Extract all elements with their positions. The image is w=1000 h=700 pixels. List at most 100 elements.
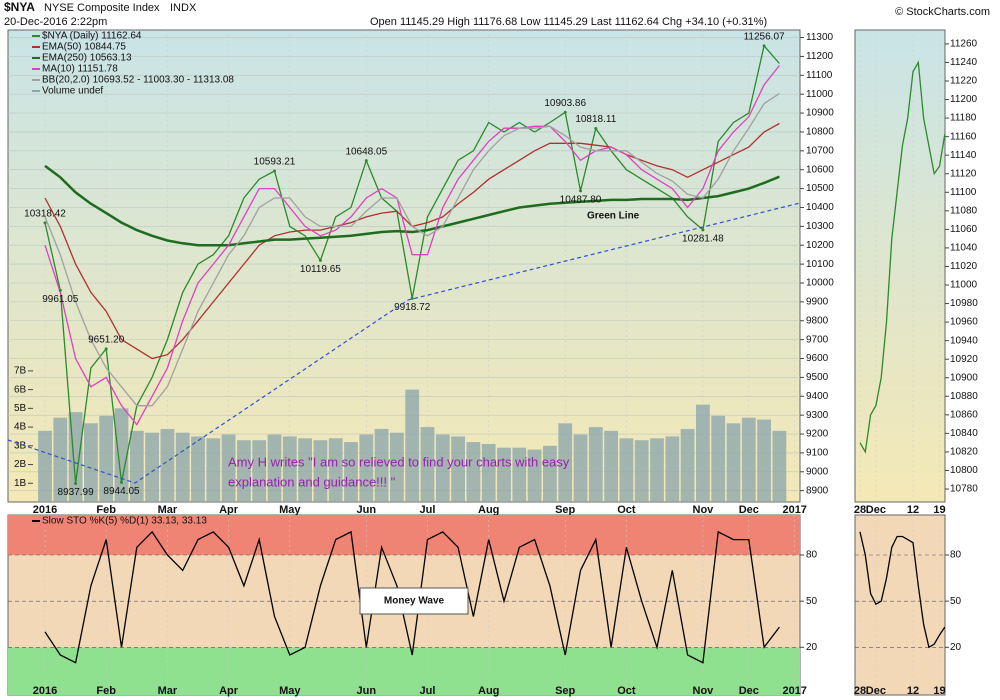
- x-tick-label: Feb: [96, 504, 116, 516]
- volume-bar: [726, 423, 741, 502]
- legend-entry: MA(10) 11151.78: [42, 64, 118, 75]
- volume-bar: [38, 430, 52, 502]
- extreme-point: [120, 480, 123, 484]
- volume-bar: [741, 417, 756, 502]
- y-tick-label: 20: [950, 642, 962, 653]
- date: 20-Dec-2016 2:22pm: [4, 16, 107, 28]
- y-tick-label: 9300: [806, 410, 829, 421]
- plot-area: [859, 30, 945, 502]
- data-label: 10281.48: [682, 233, 724, 244]
- data-label: 10318.42: [24, 209, 66, 220]
- x-tick-label: Mar: [158, 685, 178, 697]
- series-line: [44, 164, 780, 247]
- data-label: 9651.20: [88, 334, 125, 345]
- y-tick-label: 8900: [806, 485, 829, 496]
- extreme-point: [74, 481, 78, 485]
- volume-bar: [129, 430, 144, 502]
- x-tick-label: Mar: [158, 504, 178, 516]
- volume-bar: [344, 442, 358, 502]
- y-tick-label: 80: [950, 550, 962, 561]
- y2-tick-label: 4B: [14, 422, 27, 433]
- y-tick-label: 10700: [806, 145, 834, 156]
- volume-bar: [359, 434, 374, 502]
- volume-bar: [313, 440, 328, 502]
- y-tick-label: 10840: [950, 428, 978, 439]
- y2-tick-label: 2B: [14, 459, 27, 470]
- x-tick-label: 28: [854, 504, 866, 516]
- y-tick-label: 11160: [950, 131, 977, 142]
- volume-bar: [543, 445, 557, 502]
- volume-bar: [267, 434, 282, 502]
- extreme-point: [364, 159, 368, 163]
- plot-area: [8, 30, 800, 502]
- volume-bar: [558, 423, 573, 502]
- y-tick-label: 9200: [806, 429, 829, 440]
- extreme-point: [579, 189, 582, 193]
- data-label: 10119.65: [300, 264, 341, 275]
- x-tick-label: Jul: [420, 504, 436, 516]
- annotation: Money Wave: [384, 596, 445, 607]
- volume-bar: [573, 434, 588, 502]
- legend-entry: $NYA (Daily) 11162.64: [42, 31, 142, 42]
- x-tick-label: 2017: [782, 685, 806, 697]
- volume-bar: [282, 436, 297, 502]
- volume-bar: [374, 428, 389, 502]
- volume-bar: [160, 428, 175, 502]
- x-tick-label: Apr: [219, 685, 239, 697]
- x-tick-label: Feb: [96, 685, 116, 697]
- legend-entry: BB(20,2.0) 10693.52 - 11003.30 - 11313.0…: [42, 75, 234, 86]
- y-tick-label: 10500: [806, 183, 834, 194]
- x-tick-label: Aug: [478, 685, 499, 697]
- x-tick-label: 28: [854, 685, 866, 697]
- volume-bar: [237, 440, 251, 502]
- volume-bar: [634, 440, 649, 502]
- extreme-point: [273, 169, 276, 173]
- y-tick-label: 9600: [806, 353, 829, 364]
- volume-bar: [53, 417, 68, 502]
- y-tick-label: 11260: [950, 39, 978, 50]
- x-tick-label: Jul: [420, 685, 436, 697]
- volume-bar: [619, 438, 634, 502]
- x-tick-label: 12: [907, 504, 919, 516]
- volume-bar: [114, 408, 129, 502]
- volume-bar: [680, 428, 695, 502]
- legend-entry: Volume undef: [42, 86, 103, 97]
- x-tick-label: Dec: [866, 685, 886, 697]
- y-tick-label: 11140: [950, 150, 977, 161]
- y-tick-label: 9500: [806, 372, 829, 383]
- x-tick-label: Jun: [357, 504, 377, 516]
- y-tick-label: 9700: [806, 334, 829, 345]
- data-label: 10487.80: [560, 195, 602, 206]
- y-tick-label: 10940: [950, 335, 978, 346]
- y-tick-label: 11120: [950, 168, 977, 179]
- volume-bar: [696, 404, 710, 502]
- y-tick-label: 9900: [806, 297, 829, 308]
- annotation: explanation and guidance!!! ": [228, 474, 396, 489]
- data-label: 10593.21: [254, 157, 296, 168]
- extreme-point: [563, 110, 567, 114]
- y-tick-label: 9400: [806, 391, 829, 402]
- y2-tick-label: 5B: [14, 403, 27, 414]
- legend-entry: Slow STO %K(5) %D(1) 33.13, 33.13: [42, 516, 207, 527]
- volume-bar: [435, 434, 450, 502]
- annotation-box: [359, 587, 469, 615]
- volume-bar: [390, 432, 404, 502]
- volume-bar: [650, 438, 664, 502]
- y-tick-label: 11040: [950, 243, 978, 254]
- volume-bar: [405, 389, 420, 502]
- y-tick-label: 10000: [806, 278, 834, 289]
- volume-bar: [711, 415, 726, 502]
- volume-bar: [527, 449, 542, 502]
- extreme-point: [410, 296, 414, 300]
- y-tick-label: 11100: [950, 187, 977, 198]
- x-tick-label: Oct: [617, 504, 636, 516]
- x-tick-label: 12: [907, 685, 919, 697]
- data-label: 9961.05: [42, 294, 79, 305]
- plot-area: [8, 515, 800, 695]
- volume-bar: [298, 438, 312, 502]
- y-tick-label: 10860: [950, 409, 978, 420]
- y-tick-label: 10200: [806, 240, 834, 251]
- x-tick-label: 2017: [782, 504, 806, 516]
- extreme-point: [762, 44, 766, 48]
